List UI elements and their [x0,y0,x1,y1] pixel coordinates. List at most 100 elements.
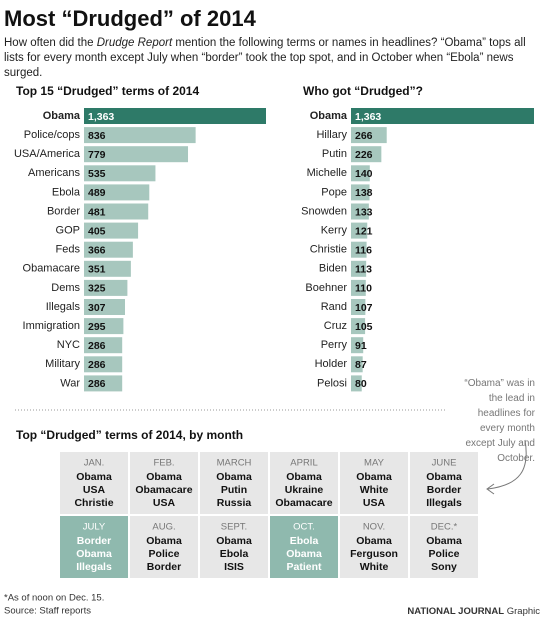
month-term: Border [427,484,461,496]
month-term: White [360,484,389,496]
month-term: Obama [356,535,392,547]
month-cell [130,452,198,514]
category-label: Dems [51,282,80,294]
value-label: 481 [88,206,106,218]
month-term: Obama [216,471,252,483]
month-cell [270,516,338,578]
bar [351,375,362,392]
value-label: 107 [355,302,373,314]
month-term: USA [83,484,106,496]
monthly-title: Top “Drudged” terms of 2014, by month [16,428,243,442]
bar [351,222,368,239]
month-name: NOV. [363,522,385,533]
month-name: DEC.* [431,522,458,533]
credit-label: Graphic [507,606,541,617]
annotation-line: the lead in [489,393,535,404]
month-term: Obama [426,535,462,547]
category-label: USA/America [14,148,81,160]
category-label: Immigration [23,320,80,332]
month-term: Ebola [290,535,319,547]
value-label: 1,363 [88,111,114,123]
value-label: 121 [355,225,373,237]
month-term: Ferguson [350,548,398,560]
category-label: Snowden [301,205,347,217]
footnote: *As of noon on Dec. 15. [4,593,104,604]
annotation: “Obama” was in the lead in headlines for ev… [464,378,535,464]
month-term: Obama [146,535,182,547]
category-label: Holder [315,358,348,370]
value-label: 87 [355,359,367,371]
category-label: Rand [321,301,347,313]
value-label: 105 [355,321,373,333]
bar [351,299,366,315]
category-label: Police/cops [24,129,81,141]
bar [84,318,124,335]
value-label: 779 [88,149,106,161]
bar [84,260,131,277]
month-term: Border [147,561,181,573]
category-label: Cruz [324,320,347,332]
value-label: 836 [88,130,106,142]
bar [84,203,149,220]
bar [351,279,366,296]
value-label: 366 [88,244,106,256]
value-label: 110 [355,283,372,295]
category-label: GOP [56,225,80,237]
bar [351,108,534,124]
subtitle-text: mention the following terms or names in … [4,37,526,79]
month-cell [200,516,268,578]
month-term: Obama [286,548,322,560]
month-term: Christie [74,497,113,509]
value-label: 295 [88,321,106,333]
month-name: JUNE [432,458,457,469]
value-label: 138 [355,187,373,199]
month-term: Obama [146,471,182,483]
month-term: USA [153,497,176,509]
bar [351,203,369,220]
category-label: Boehner [305,282,347,294]
month-cell [60,516,128,578]
value-label: 80 [355,378,367,390]
bar [351,337,364,354]
bar [351,356,363,373]
annotation-line: “Obama” was in [464,378,535,389]
month-name: APRIL [290,458,317,469]
bar [84,299,125,315]
category-label: Feds [56,244,81,256]
category-label: Christie [310,244,347,256]
month-term: Illegals [76,561,112,573]
value-label: 226 [355,149,373,161]
bar [351,184,370,201]
month-term: White [360,561,389,573]
arrow-head [486,483,495,495]
month-term: Obamacare [135,484,192,496]
month-cell [410,452,478,514]
credit-brand: NATIONAL JOURNAL [407,606,504,617]
category-label: Illegals [46,301,81,313]
month-term: Police [429,548,460,560]
bar [84,222,139,239]
bar [351,241,367,258]
month-name: OCT. [293,522,315,533]
annotation-line: every month [480,423,535,434]
subtitle: How often did the Drudge Report mention … [4,36,544,81]
month-term: Ebola [220,548,249,560]
value-label: 133 [355,206,373,218]
annotation-line: except July and [466,438,536,449]
month-cell [340,516,408,578]
category-label: Obama [310,110,348,122]
value-label: 91 [355,340,367,352]
bar [84,356,123,373]
bar [84,127,196,144]
annotation-line: headlines for [478,408,536,419]
month-term: ISIS [224,561,244,573]
bar [84,241,133,258]
month-term: Obama [216,535,252,547]
month-term: Border [77,535,111,547]
bar [351,127,387,144]
value-label: 286 [88,359,106,371]
value-label: 286 [88,340,106,352]
value-label: 113 [355,264,372,276]
month-cell [270,452,338,514]
